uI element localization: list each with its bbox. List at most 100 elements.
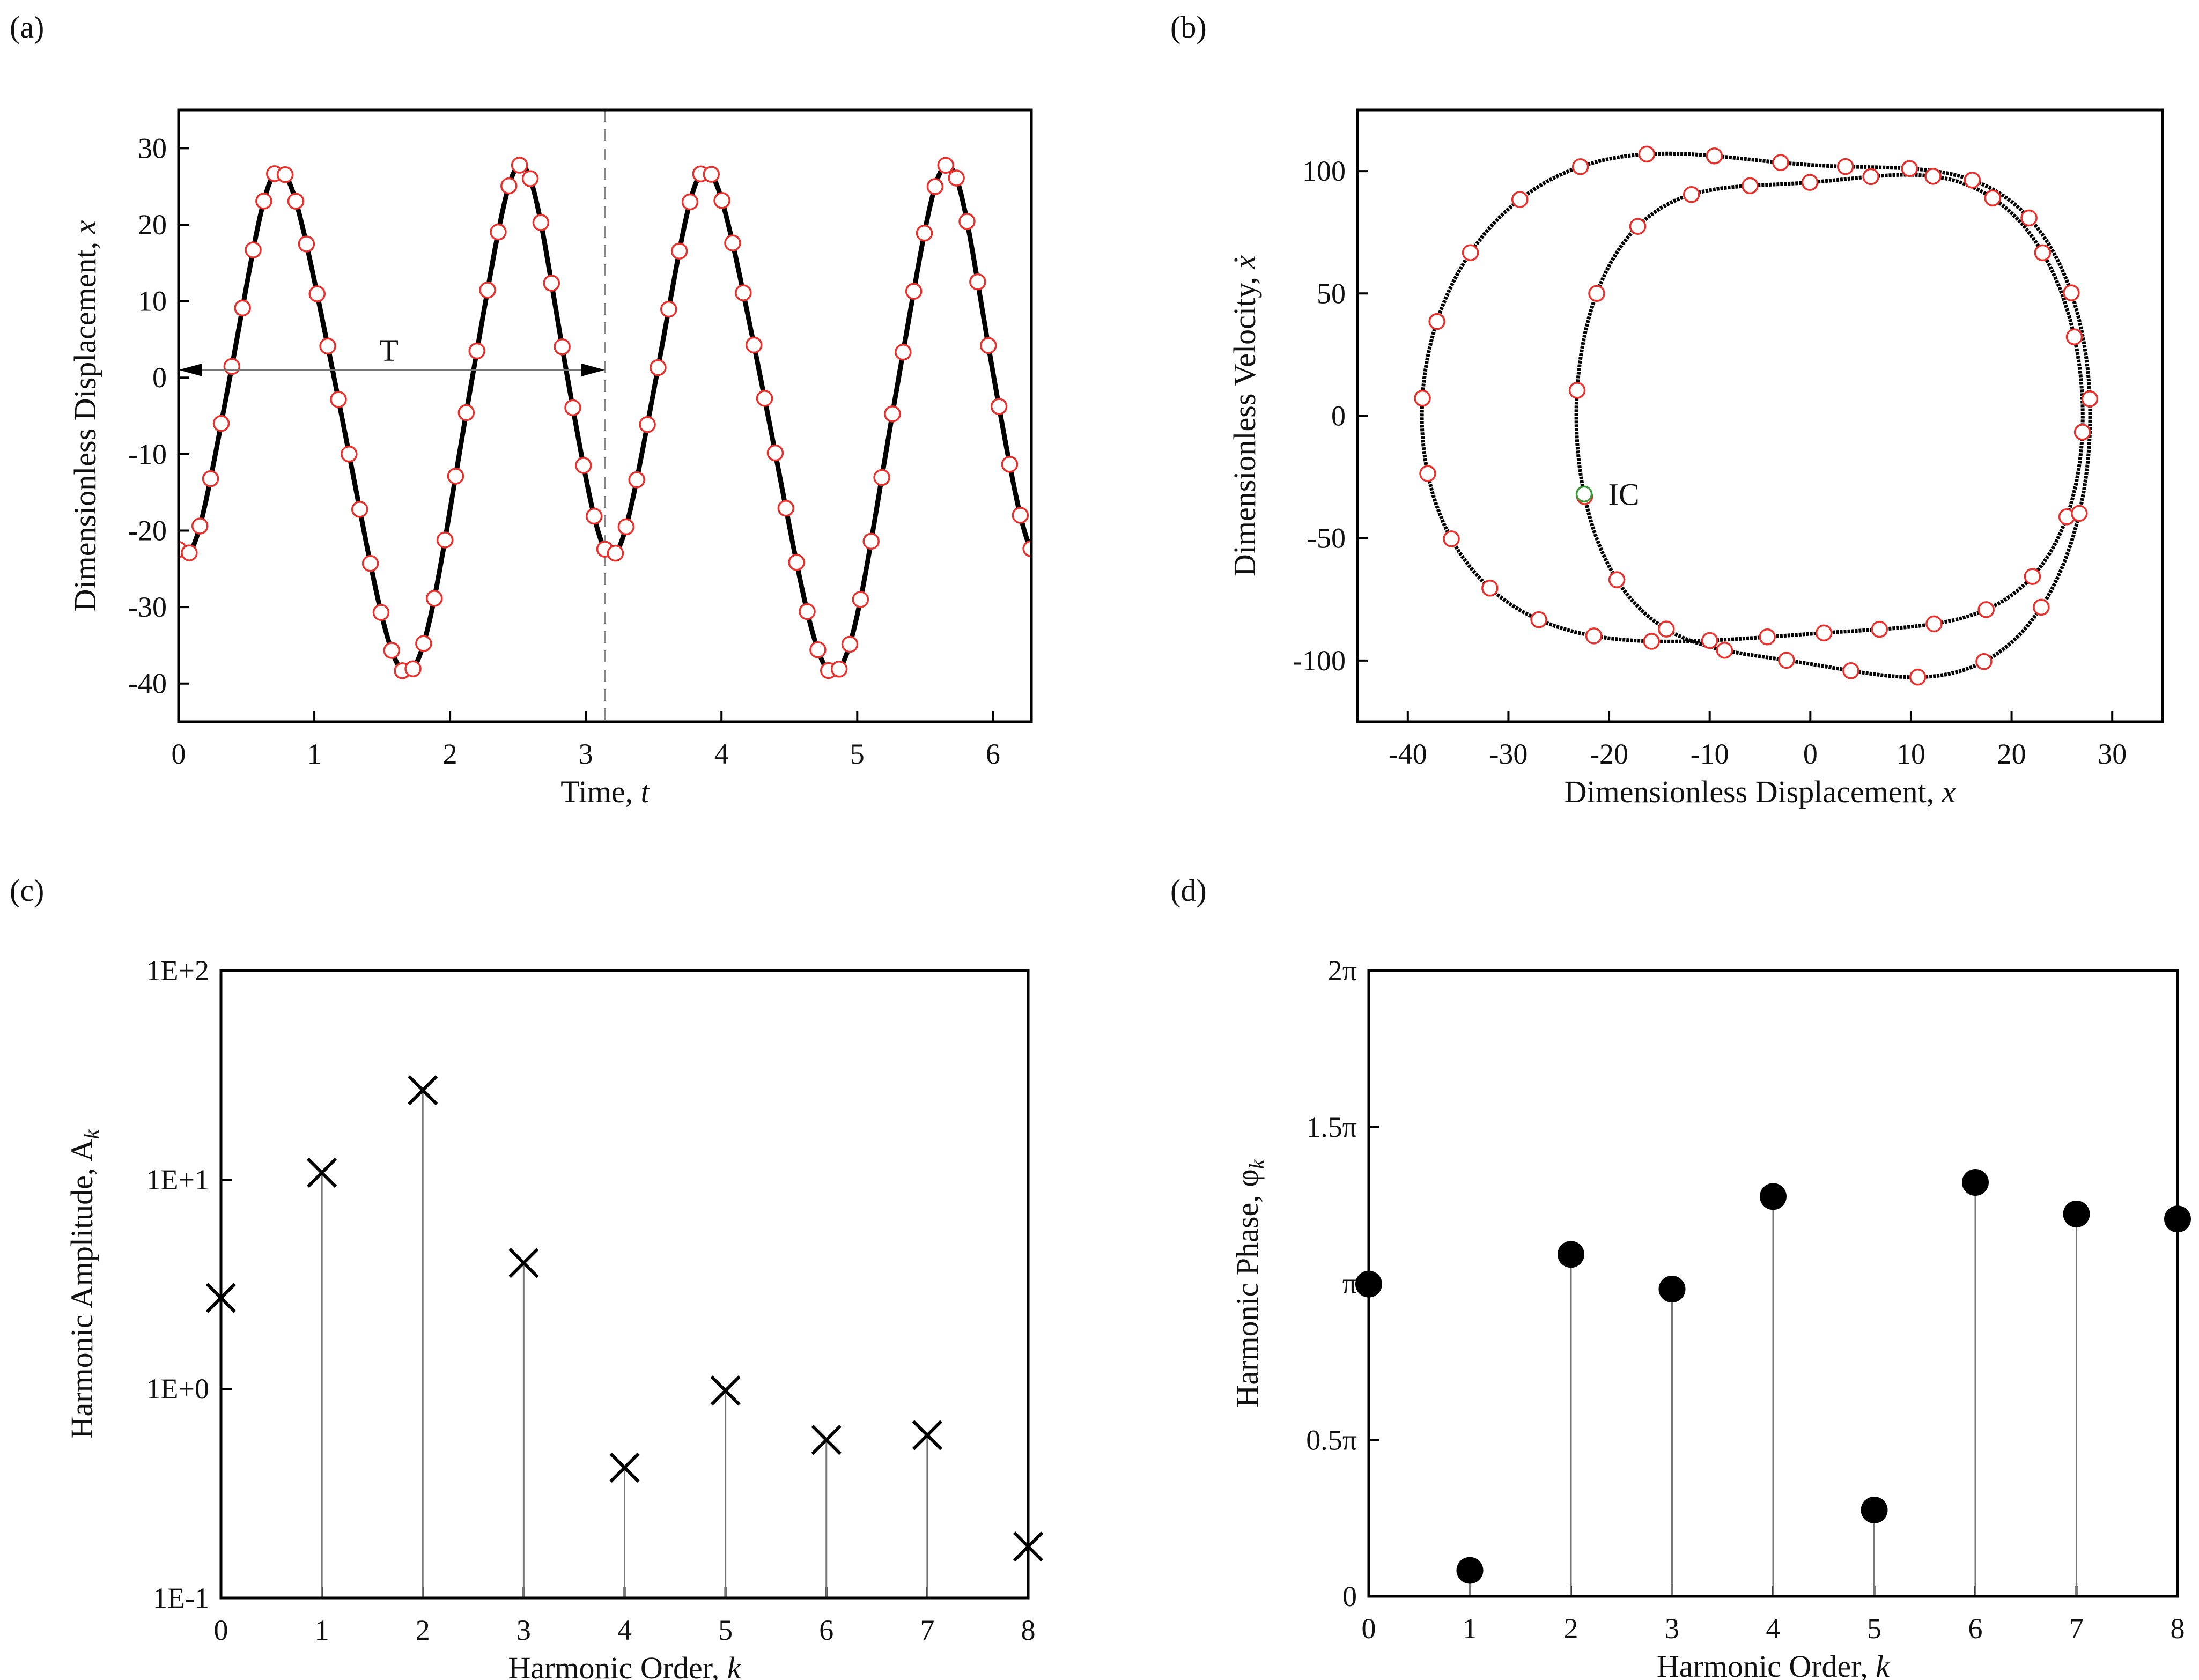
data-marker xyxy=(916,224,933,242)
y-tick-label: 0 xyxy=(1331,400,1346,432)
data-marker xyxy=(351,501,368,518)
data-marker xyxy=(426,590,443,607)
y-tick-label: 0 xyxy=(152,361,167,394)
y-tick-label: -40 xyxy=(128,668,167,700)
x-tick-label: 6 xyxy=(819,1614,833,1646)
data-marker xyxy=(2063,284,2080,301)
data-marker xyxy=(564,399,581,417)
x-tick-label: 4 xyxy=(1766,1612,1781,1645)
y-tick-label: 1E+1 xyxy=(146,1164,209,1196)
data-marker xyxy=(521,170,539,187)
x-tick-label: 6 xyxy=(986,738,1000,770)
period-arrow-right-head xyxy=(581,363,605,376)
y-axis-label-subscript: k xyxy=(1245,1159,1269,1169)
data-marker xyxy=(2033,598,2050,616)
plot-frame xyxy=(1356,108,2164,723)
x-tick-label: 4 xyxy=(617,1614,632,1646)
data-marker xyxy=(617,518,635,536)
chart-b: -40 -30 -20 -10 0 10 20 30-100-50050100Dimensio… xyxy=(1227,108,2164,809)
data-marker xyxy=(841,635,859,653)
phase-marker-k5 xyxy=(1861,1496,1888,1523)
panel-label-a: (a) xyxy=(10,10,44,45)
x-axis-label: Harmonic Order, k xyxy=(508,1651,741,1680)
data-marker xyxy=(1909,669,1927,686)
y-tick-label: -100 xyxy=(1293,645,1346,677)
data-marker xyxy=(1683,186,1700,203)
data-marker xyxy=(255,193,272,210)
data-marker xyxy=(1924,168,1942,185)
data-marker xyxy=(979,337,997,354)
data-marker xyxy=(245,241,262,258)
data-marker xyxy=(777,500,795,517)
data-marker xyxy=(223,358,241,375)
data-marker xyxy=(1481,580,1499,597)
panel-label-d: (d) xyxy=(1170,873,1207,908)
data-marker xyxy=(298,235,315,253)
x-tick-label: 8 xyxy=(1021,1614,1036,1646)
y-tick-label: 100 xyxy=(1302,155,1346,187)
data-marker xyxy=(1842,662,1859,679)
x-tick-label: -30 xyxy=(1489,738,1528,770)
y-tick-label: 1E+2 xyxy=(146,954,209,987)
data-marker xyxy=(181,544,198,561)
data-marker xyxy=(447,468,464,485)
y-tick-label: -20 xyxy=(128,514,167,546)
x-tick-label: 3 xyxy=(1665,1612,1679,1645)
initial-condition-label: IC xyxy=(1608,477,1640,512)
x-tick-label: 2 xyxy=(443,738,457,770)
plot-frame xyxy=(177,108,1033,723)
data-marker xyxy=(1571,158,1589,175)
y-tick-label: 1E-1 xyxy=(153,1582,209,1614)
period-label: T xyxy=(380,333,399,368)
data-marker xyxy=(735,284,752,301)
phase-marker-k3 xyxy=(1658,1276,1686,1303)
amplitude-marker-k5 xyxy=(710,1375,741,1406)
data-marker xyxy=(1772,154,1789,171)
y-tick-label: 30 xyxy=(138,132,167,164)
y-axis-label: Dimensionless Velocity, ẋ xyxy=(1227,255,1262,577)
x-axis-label: Harmonic Order, k xyxy=(1657,1649,1890,1680)
x-tick-label: 1 xyxy=(315,1614,329,1646)
phase-marker-k2 xyxy=(1558,1241,1584,1268)
data-marker xyxy=(1585,627,1603,645)
data-marker xyxy=(873,469,890,486)
y-axis-label-text: Harmonic Amplitude, A xyxy=(64,1139,99,1439)
data-marker xyxy=(724,234,741,251)
data-marker xyxy=(404,660,422,677)
data-marker xyxy=(958,213,976,230)
data-marker xyxy=(1419,465,1436,482)
phase-marker-k7 xyxy=(2063,1200,2090,1227)
x-tick-label: 1 xyxy=(1463,1612,1477,1645)
data-marker xyxy=(990,398,1008,415)
x-tick-label: 3 xyxy=(579,738,593,770)
x-axis-label-text: Harmonic Order, xyxy=(508,1651,727,1680)
data-marker xyxy=(660,300,677,318)
data-marker xyxy=(1984,189,2002,206)
data-marker xyxy=(1658,620,1675,638)
data-marker xyxy=(457,404,475,421)
data-marker xyxy=(639,416,656,433)
panel-label-c: (c) xyxy=(10,873,44,908)
amplitude-marker-k6 xyxy=(811,1425,842,1455)
data-marker xyxy=(383,642,401,659)
data-marker xyxy=(852,591,869,608)
data-marker xyxy=(713,192,730,209)
x-tick-label: 2 xyxy=(1564,1612,1578,1645)
data-marker xyxy=(1759,628,1776,646)
data-marker xyxy=(1629,218,1647,235)
x-axis-label-var: x xyxy=(1942,774,1956,809)
x-axis-label: Time, t xyxy=(560,774,650,809)
data-marker xyxy=(628,471,645,489)
y-tick-label: -30 xyxy=(128,591,167,623)
data-marker xyxy=(650,359,667,376)
x-tick-label: 5 xyxy=(718,1614,733,1646)
data-marker xyxy=(1511,191,1529,208)
x-axis-label-text: Harmonic Order, xyxy=(1657,1649,1876,1680)
data-marker xyxy=(1862,168,1879,186)
x-tick-label: 1 xyxy=(307,738,322,770)
x-tick-label: 0 xyxy=(214,1614,228,1646)
y-tick-label: 20 xyxy=(138,209,167,241)
x-axis-label-text: Time, xyxy=(560,774,640,809)
